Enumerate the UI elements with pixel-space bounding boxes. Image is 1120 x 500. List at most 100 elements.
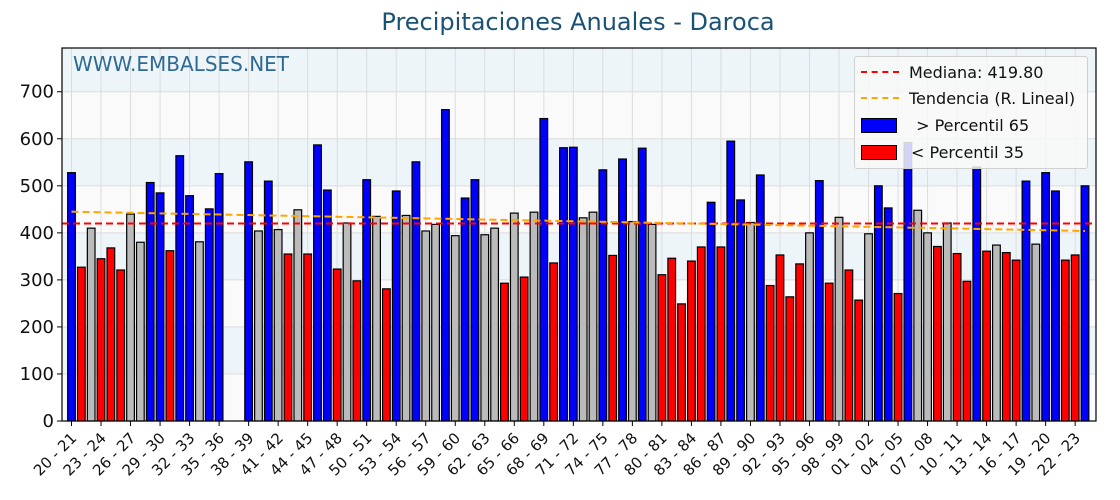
bar-77-78 bbox=[627, 220, 637, 422]
bar-84-85 bbox=[696, 246, 706, 422]
bar-25-26 bbox=[116, 269, 126, 422]
legend-median: Mediana: 419.80 bbox=[861, 61, 1043, 83]
bar-98-99 bbox=[834, 216, 844, 422]
bar-63-64 bbox=[490, 227, 500, 422]
bar-64-65 bbox=[500, 282, 509, 422]
legend-below: < Percentil 35 bbox=[861, 141, 1024, 163]
bar-45-46 bbox=[313, 144, 322, 422]
bar-82-83 bbox=[677, 303, 687, 422]
bar-40-41 bbox=[263, 180, 273, 422]
bar-47-48 bbox=[332, 268, 342, 422]
bar-74-75 bbox=[598, 169, 608, 422]
y-tick-label: 500 bbox=[20, 176, 54, 197]
bar-39-40 bbox=[254, 230, 263, 422]
bar-99-00 bbox=[844, 269, 854, 422]
bar-48-49 bbox=[342, 222, 352, 422]
bar-53-54 bbox=[391, 190, 401, 422]
bar-69-70 bbox=[549, 262, 559, 422]
bar-03-04 bbox=[883, 207, 893, 422]
bar-46-47 bbox=[322, 189, 332, 422]
bar-88-89 bbox=[736, 199, 746, 422]
bar-95-96 bbox=[805, 232, 814, 422]
bar-49-50 bbox=[352, 280, 362, 422]
bar-05-06 bbox=[903, 141, 913, 422]
bar-02-03 bbox=[873, 185, 883, 422]
bar-09-10 bbox=[942, 222, 952, 422]
bar-43-44 bbox=[293, 209, 303, 422]
bar-20-21 bbox=[67, 172, 76, 422]
bar-66-67 bbox=[519, 276, 529, 422]
y-tick-label: 700 bbox=[20, 82, 54, 103]
legend-above: > Percentil 65 bbox=[861, 114, 1029, 136]
bar-54-55 bbox=[401, 214, 411, 422]
trend-line-icon bbox=[861, 97, 899, 99]
bar-06-07 bbox=[913, 209, 923, 422]
legend-trend: Tendencia (R. Lineal) bbox=[861, 87, 1075, 109]
bar-17-18 bbox=[1021, 180, 1031, 422]
bar-14-15 bbox=[992, 244, 1001, 422]
bar-42-43 bbox=[283, 253, 293, 422]
bar-11-12 bbox=[962, 280, 972, 422]
bar-96-97 bbox=[814, 180, 824, 422]
bar-57-58 bbox=[431, 223, 441, 422]
bar-22-23 bbox=[86, 227, 96, 422]
legend: Mediana: 419.80 Tendencia (R. Lineal) > … bbox=[854, 56, 1088, 169]
bar-08-09 bbox=[932, 245, 942, 422]
bar-16-17 bbox=[1011, 259, 1021, 422]
bar-27-28 bbox=[135, 241, 145, 422]
watermark: WWW.EMBALSES.NET bbox=[73, 52, 290, 76]
bar-60-61 bbox=[460, 197, 470, 422]
bar-26-27 bbox=[126, 213, 135, 422]
bar-52-53 bbox=[381, 288, 391, 422]
median-line-icon bbox=[861, 71, 899, 73]
bar-75-76 bbox=[608, 254, 618, 422]
bar-68-69 bbox=[539, 117, 549, 422]
bar-55-56 bbox=[411, 161, 421, 422]
bar-30-31 bbox=[165, 250, 175, 422]
bar-90-91 bbox=[755, 174, 765, 422]
bar-21-22 bbox=[76, 266, 86, 422]
bar-78-79 bbox=[637, 147, 647, 422]
bar-10-11 bbox=[952, 252, 962, 422]
bar-38-39 bbox=[244, 161, 254, 422]
bar-70-71 bbox=[559, 147, 568, 422]
bar-83-84 bbox=[686, 260, 696, 422]
bar-01-02 bbox=[864, 233, 873, 422]
bar-19-20 bbox=[1041, 172, 1051, 422]
bar-80-81 bbox=[657, 274, 667, 422]
bar-73-74 bbox=[588, 211, 598, 422]
bar-86-87 bbox=[716, 246, 726, 422]
bar-79-80 bbox=[647, 223, 657, 422]
bar-23-24 bbox=[1080, 185, 1090, 422]
bar-23-24 bbox=[96, 258, 106, 422]
bar-89-90 bbox=[746, 221, 755, 422]
y-tick-label: 0 bbox=[43, 411, 54, 432]
bar-67-68 bbox=[529, 211, 539, 422]
bar-76-77 bbox=[618, 158, 627, 422]
reference-lines bbox=[62, 210, 1096, 232]
blue-patch-icon bbox=[861, 117, 897, 133]
bar-41-42 bbox=[273, 228, 283, 422]
bar-00-01 bbox=[854, 299, 864, 422]
bar-32-33 bbox=[185, 195, 195, 422]
bar-22-23 bbox=[1070, 254, 1080, 422]
bar-62-63 bbox=[480, 234, 490, 422]
bar-28-29 bbox=[145, 181, 155, 422]
bar-31-32 bbox=[175, 155, 185, 422]
bar-50-51 bbox=[362, 179, 372, 422]
bar-34-35 bbox=[204, 208, 214, 422]
chart-title: Precipitaciones Anuales - Daroca bbox=[381, 8, 775, 36]
bar-33-34 bbox=[194, 241, 204, 422]
trend-line bbox=[71, 210, 1086, 232]
bar-58-59 bbox=[440, 109, 450, 422]
bar-13-14 bbox=[982, 250, 992, 422]
bar-24-25 bbox=[106, 247, 116, 422]
bar-44-45 bbox=[303, 253, 313, 422]
bar-72-73 bbox=[578, 217, 588, 422]
y-tick-label: 400 bbox=[20, 223, 54, 244]
bar-56-57 bbox=[421, 230, 431, 422]
bar-81-82 bbox=[667, 257, 677, 422]
y-tick-label: 300 bbox=[20, 270, 54, 291]
bar-85-86 bbox=[706, 201, 716, 422]
bar-29-30 bbox=[155, 192, 165, 422]
